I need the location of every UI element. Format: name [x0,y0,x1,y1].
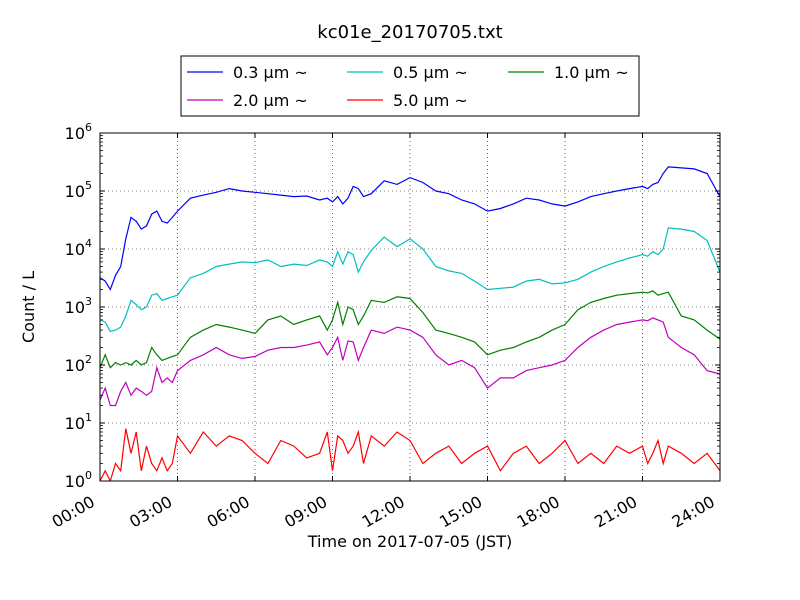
y-tick-label: 103 [65,295,92,317]
x-tick-label: 24:00 [669,492,718,532]
series-line [100,166,720,291]
x-tick-label: 03:00 [126,492,175,532]
y-tick-label: 100 [65,469,92,491]
x-axis-label: Time on 2017-07-05 (JST) [307,532,512,551]
y-tick-label: 104 [65,237,92,259]
legend-label: 0.3 μm ~ [233,63,308,82]
y-tick-label: 106 [65,121,92,143]
chart-title: kc01e_20170705.txt [317,22,502,43]
series-line [100,227,720,333]
series-line [100,290,720,369]
legend: 0.3 μm ~ 0.5 μm ~ 1.0 μm ~ 2.0 μm ~ 5.0 μm ~ [180,55,640,117]
x-tick-label: 18:00 [514,492,563,532]
series-line [100,428,720,481]
y-tick-label: 105 [65,179,92,201]
plot-area: 00:00 03:00 06:00 09:00 12:00 15:00 18:00 21:00… [49,121,721,532]
y-tick-label: 101 [65,411,92,433]
legend-label: 2.0 μm ~ [233,91,308,110]
legend-label: 5.0 μm ~ [393,91,468,110]
x-tick-label: 09:00 [281,492,330,532]
x-tick-label: 06:00 [204,492,253,532]
series-line [100,317,720,407]
x-tick-label: 15:00 [436,492,485,532]
y-axis-label: Count / L [19,271,38,343]
legend-label: 0.5 μm ~ [393,63,468,82]
legend-box [180,55,640,117]
x-tick-label: 00:00 [49,492,98,532]
x-tick-label: 12:00 [359,492,408,532]
series-layer [100,166,720,481]
x-tick-label: 21:00 [591,492,640,532]
legend-label: 1.0 μm ~ [554,63,629,82]
y-tick-label: 102 [65,353,92,375]
